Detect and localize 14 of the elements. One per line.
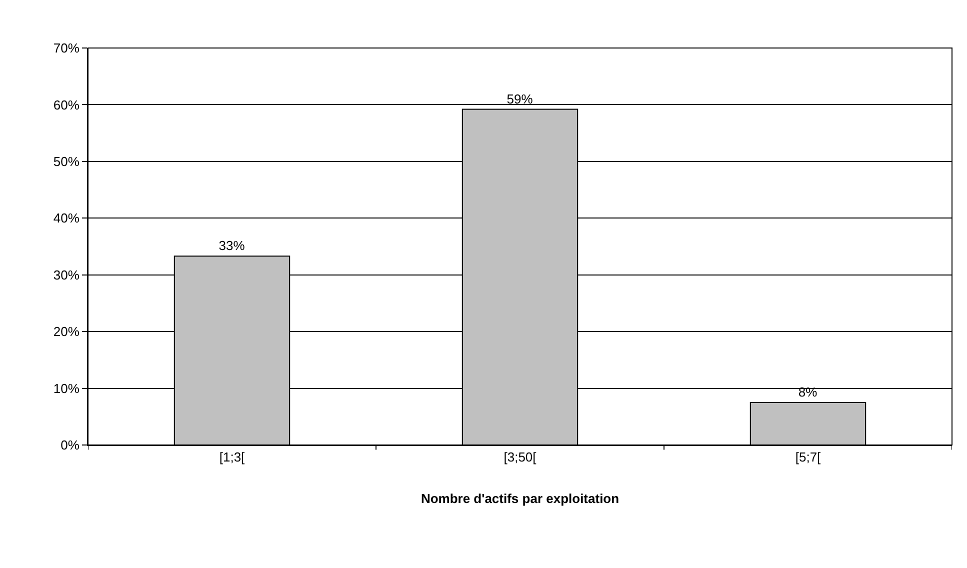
x-tick-label: [3;50[ xyxy=(504,450,537,465)
y-tick-label: 0% xyxy=(60,438,80,453)
data-label: 59% xyxy=(506,91,534,106)
y-tick-label: 60% xyxy=(53,97,80,112)
y-tick-label: 50% xyxy=(53,154,80,169)
x-tick-label: [5;7[ xyxy=(795,450,822,465)
y-tick-label: 30% xyxy=(53,267,80,282)
data-label: 33% xyxy=(218,238,246,254)
y-tick-label: 10% xyxy=(53,380,80,396)
y-tick-label: 20% xyxy=(53,324,80,340)
x-tick-label: [1;3[ xyxy=(219,450,246,465)
x-axis-title: Nombre d'actifs par exploitation xyxy=(420,491,620,506)
y-tick-label: 40% xyxy=(53,210,80,226)
y-tick-label: 70% xyxy=(53,40,80,56)
